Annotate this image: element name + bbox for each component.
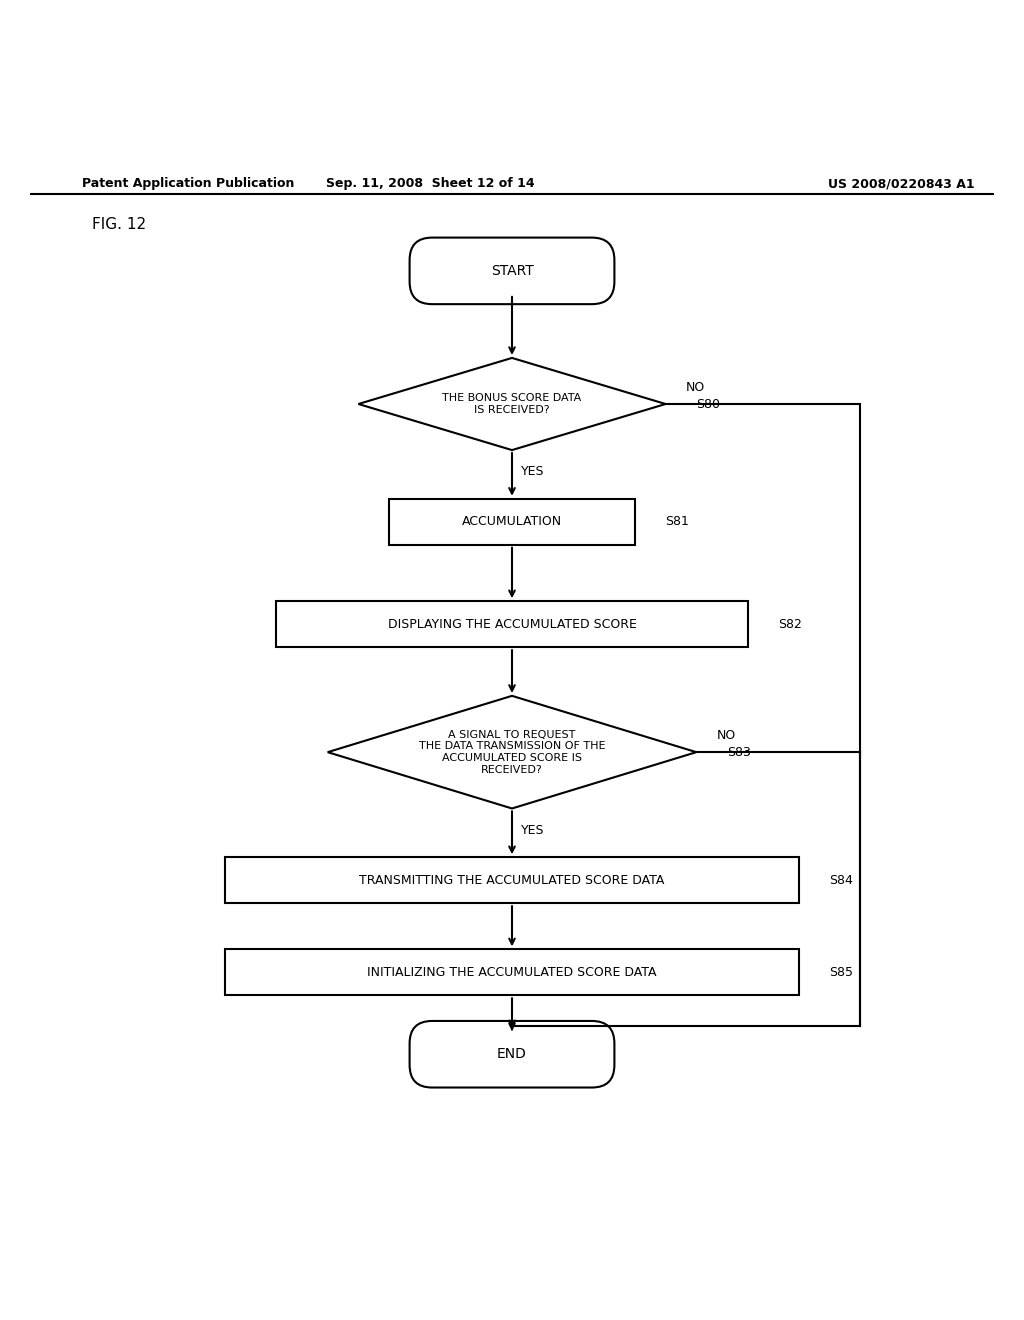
Text: A SIGNAL TO REQUEST
THE DATA TRANSMISSION OF THE
ACCUMULATED SCORE IS
RECEIVED?: A SIGNAL TO REQUEST THE DATA TRANSMISSIO…: [419, 730, 605, 775]
Text: YES: YES: [521, 824, 544, 837]
Text: THE BONUS SCORE DATA
IS RECEIVED?: THE BONUS SCORE DATA IS RECEIVED?: [442, 393, 582, 414]
Text: NO: NO: [686, 380, 706, 393]
Text: NO: NO: [717, 729, 736, 742]
Text: S84: S84: [829, 874, 853, 887]
Bar: [276, 601, 748, 647]
Text: TRANSMITTING THE ACCUMULATED SCORE DATA: TRANSMITTING THE ACCUMULATED SCORE DATA: [359, 874, 665, 887]
FancyBboxPatch shape: [410, 1020, 614, 1088]
Polygon shape: [328, 696, 696, 808]
Bar: [225, 949, 799, 995]
Text: S81: S81: [666, 515, 689, 528]
Text: FIG. 12: FIG. 12: [92, 218, 146, 232]
Bar: [389, 499, 635, 545]
Text: Sep. 11, 2008  Sheet 12 of 14: Sep. 11, 2008 Sheet 12 of 14: [326, 177, 535, 190]
Text: S80: S80: [696, 397, 720, 411]
Text: ACCUMULATION: ACCUMULATION: [462, 515, 562, 528]
Text: START: START: [490, 264, 534, 279]
Text: S83: S83: [727, 746, 751, 759]
Text: INITIALIZING THE ACCUMULATED SCORE DATA: INITIALIZING THE ACCUMULATED SCORE DATA: [368, 966, 656, 979]
FancyBboxPatch shape: [410, 238, 614, 304]
Text: S82: S82: [778, 618, 802, 631]
Text: DISPLAYING THE ACCUMULATED SCORE: DISPLAYING THE ACCUMULATED SCORE: [387, 618, 637, 631]
Polygon shape: [358, 358, 666, 450]
Text: S85: S85: [829, 966, 853, 979]
Text: END: END: [497, 1047, 527, 1061]
Text: YES: YES: [521, 466, 544, 478]
Text: US 2008/0220843 A1: US 2008/0220843 A1: [827, 177, 975, 190]
Text: Patent Application Publication: Patent Application Publication: [82, 177, 294, 190]
Bar: [225, 857, 799, 903]
